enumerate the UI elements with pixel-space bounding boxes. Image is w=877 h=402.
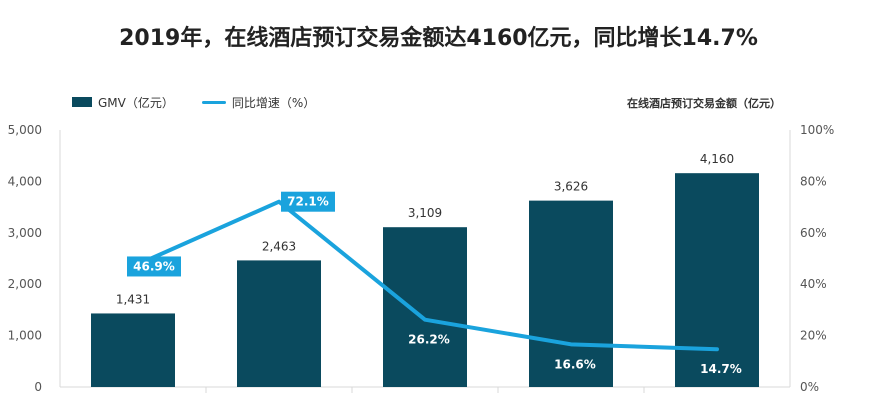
growth-label: 16.6% [554,357,596,371]
y-right-tick-label: 0% [800,380,819,394]
legend-item-gmv: GMV（亿元） [72,94,174,111]
page-title: 2019年，在线酒店预订交易金额达4160亿元，同比增长14.7% [119,26,758,51]
y-right-tick-label: 40% [800,277,827,291]
y-left-tick-label: 2,000 [8,277,42,291]
legend-swatch-line [201,100,226,104]
growth-label-box [127,256,181,277]
y-right-tick-label: 100% [800,123,834,137]
growth-label: 46.9% [133,259,175,273]
y-left-tick-label: 3,000 [8,226,42,240]
legend-label-growth: 同比增速（%） [231,95,316,110]
growth-line [131,199,719,352]
gmv-bar-label: 1,431 [116,292,150,306]
y-right-tick-label: 20% [800,329,827,343]
gmv-bar-label: 3,626 [554,180,588,194]
legend-item-growth: 同比增速（%） [201,94,316,111]
legend-swatch-bar [72,97,92,107]
gmv-bar [383,227,467,387]
gmv-bar [675,173,759,387]
gmv-bar-label: 3,109 [408,206,442,220]
gmv-bar [237,260,321,387]
chart-note: 在线酒店预订交易金额（亿元） [627,97,781,110]
growth-label: 72.1% [287,195,329,209]
gmv-bar [91,313,175,387]
legend-label-gmv: GMV（亿元） [98,95,174,110]
y-left-tick-label: 5,000 [8,123,42,137]
y-right-tick-label: 60% [800,226,827,240]
growth-label: 26.2% [408,333,450,347]
gmv-bar [529,200,613,387]
y-right-tick-label: 80% [800,174,827,188]
legend: GMV（亿元） 同比增速（%） [72,93,343,111]
y-left-tick-label: 0 [34,380,42,394]
y-left-tick-label: 1,000 [8,329,42,343]
growth-label: 14.7% [700,362,742,376]
y-left-tick-label: 4,000 [8,174,42,188]
gmv-bar-label: 2,463 [262,239,296,253]
growth-label-box [281,191,335,212]
gmv-bar-label: 4,160 [700,152,734,166]
